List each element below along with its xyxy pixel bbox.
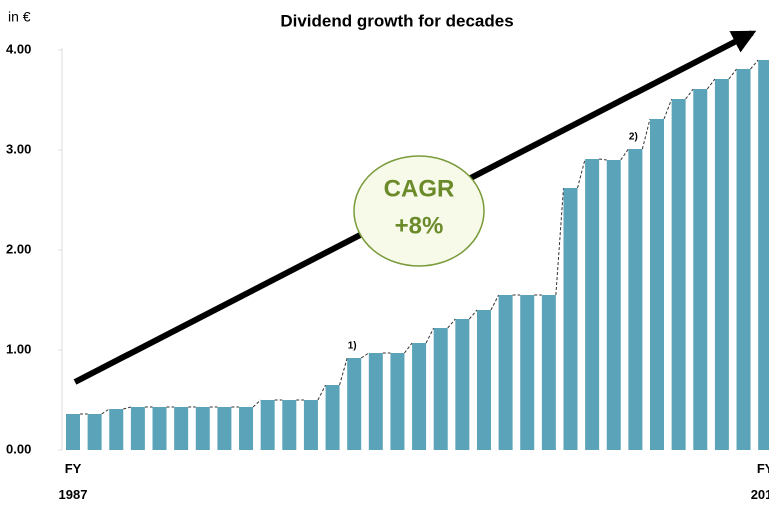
bar (412, 343, 427, 450)
bar (671, 99, 686, 450)
y-tick-label: 4.00 (6, 41, 31, 56)
bar (758, 60, 769, 450)
bar (520, 295, 535, 450)
bar (650, 119, 665, 450)
bar (347, 358, 362, 450)
bar (606, 160, 621, 450)
bar (693, 89, 708, 450)
bar (109, 409, 124, 450)
bar (239, 407, 254, 450)
bar (476, 310, 491, 450)
bar (217, 407, 232, 450)
x-tick-label: FY 2019 (751, 461, 769, 502)
connector (101, 408, 110, 415)
x-tick-label-line: 2019 (751, 487, 769, 502)
bar (563, 188, 578, 450)
bar (541, 295, 556, 450)
cagr-title: CAGR (384, 175, 455, 202)
connector (728, 68, 737, 80)
x-tick-label-line: FY (757, 461, 769, 476)
connector (360, 352, 370, 359)
connector (468, 309, 478, 320)
y-axis-label: in € (8, 9, 31, 25)
y-tick-label: 2.00 (6, 241, 31, 256)
connector (641, 118, 651, 150)
x-tick-label: FY 1987 (59, 461, 88, 502)
connector (685, 88, 694, 100)
connector (252, 399, 262, 408)
y-tick-label: 1.00 (6, 341, 31, 356)
y-tick-label: 3.00 (6, 141, 31, 156)
connector (620, 148, 629, 161)
connector (339, 357, 348, 386)
bar (585, 159, 600, 450)
connector (123, 406, 132, 410)
bar (174, 407, 189, 450)
connector (577, 158, 586, 189)
x-tick-label-line: FY (65, 461, 82, 476)
annotation: 2) (629, 132, 638, 143)
bars (66, 59, 769, 450)
bar (498, 295, 513, 450)
bar (628, 149, 643, 450)
bar (87, 414, 102, 450)
connector (750, 59, 759, 70)
connector (490, 294, 500, 311)
bar (736, 69, 751, 450)
connector (555, 187, 564, 296)
connector (425, 327, 435, 344)
bar (282, 400, 297, 450)
cagr-badge (353, 155, 485, 267)
bar (433, 328, 448, 450)
bar (260, 400, 275, 450)
bar (455, 319, 470, 450)
connector (706, 78, 716, 90)
connector (663, 98, 673, 120)
bar (390, 353, 405, 450)
bar (152, 407, 167, 450)
bar (368, 353, 383, 450)
y-tick-label: 0.00 (6, 441, 31, 456)
bar (66, 414, 80, 450)
x-tick-label-line: 1987 (59, 487, 88, 502)
connector (317, 384, 327, 401)
connector (447, 318, 456, 329)
connector (599, 158, 607, 161)
bar (195, 407, 210, 450)
annotation: 1) (348, 341, 357, 352)
chart-title: Dividend growth for decades (280, 11, 513, 30)
bar (130, 407, 145, 450)
bar (714, 79, 729, 450)
cagr-value: +8% (395, 212, 444, 239)
connector (404, 342, 413, 354)
bar (303, 400, 318, 450)
bar (325, 385, 340, 450)
